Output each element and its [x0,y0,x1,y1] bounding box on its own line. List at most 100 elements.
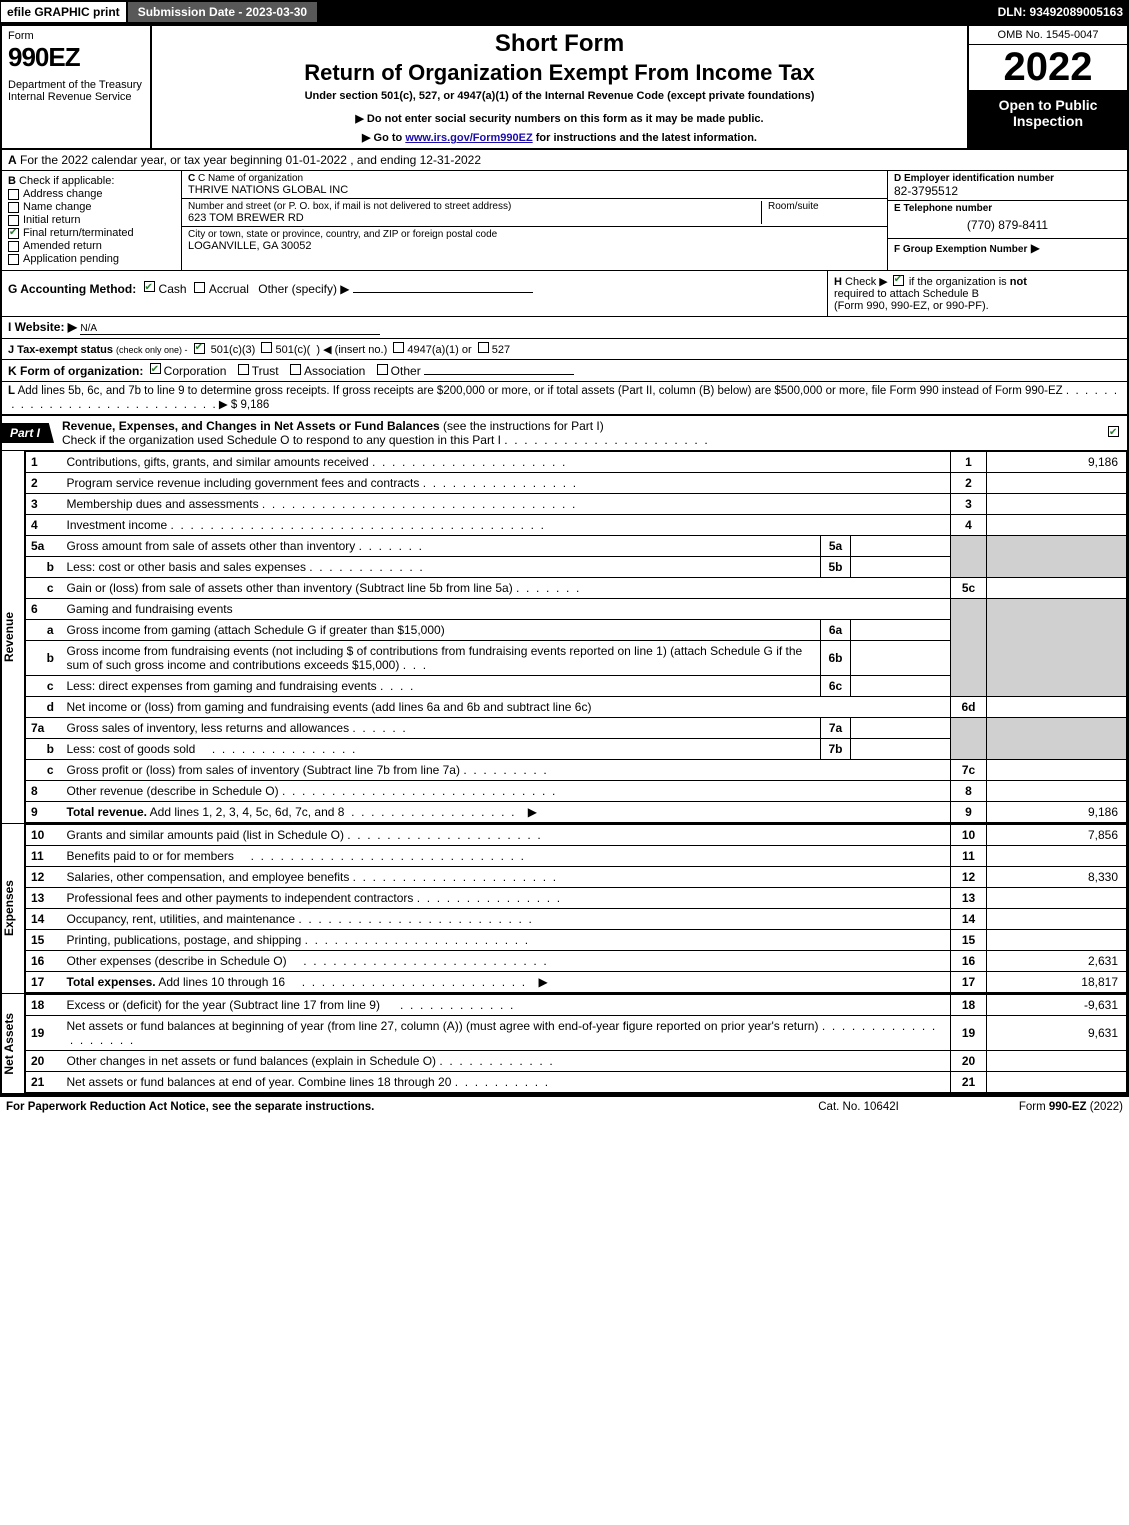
col-h: H Check ▶ if the organization is not req… [827,271,1127,316]
goto-post: for instructions and the latest informat… [533,132,757,144]
section-gh: G Accounting Method: Cash Accrual Other … [2,271,1127,317]
expenses-vert: Expenses [2,824,25,993]
c-addr-block: Number and street (or P. O. box, if mail… [182,199,887,227]
i-label: I Website: ▶ [8,320,77,334]
chk-4947[interactable] [393,342,404,353]
part-1-title: Revenue, Expenses, and Changes in Net As… [54,416,1108,450]
chk-address-change[interactable] [8,189,19,200]
line-6a-desc: Gross income from gaming (attach Schedul… [67,623,445,637]
chk-initial-return[interactable] [8,215,19,226]
line-5a-desc: Gross amount from sale of assets other t… [67,539,356,553]
line-9-val: 9,186 [987,802,1127,823]
line-11-val [987,846,1127,867]
e-tel-block: E Telephone number (770) 879-8411 [888,201,1127,239]
chk-assoc[interactable] [290,364,301,375]
line-19-desc: Net assets or fund balances at beginning… [67,1019,819,1033]
net-assets-section: Net Assets 18Excess or (deficit) for the… [2,994,1127,1093]
h-text2: if the organization is [909,276,1007,288]
open-to-public: Open to Public Inspection [969,91,1127,148]
revenue-label: Revenue [2,612,24,662]
part-1-header: Part I Revenue, Expenses, and Changes in… [2,416,1127,451]
expenses-label: Expenses [2,880,24,936]
k-assoc: Association [304,364,365,378]
line-10-desc: Grants and similar amounts paid (list in… [67,828,344,842]
form-header: Form 990EZ Department of the Treasury In… [2,26,1127,150]
chk-h[interactable] [893,275,904,286]
f-grp-block: F Group Exemption Number ▶ [888,239,1127,257]
dln-label: DLN: 93492089005163 [998,5,1129,19]
line-18-val: -9,631 [987,995,1127,1016]
org-city: LOGANVILLE, GA 30052 [188,240,881,252]
form-container: Form 990EZ Department of the Treasury In… [0,24,1129,1095]
footer-right: Form 990-EZ (2022) [1019,1101,1123,1113]
line-16-val: 2,631 [987,951,1127,972]
tax-year: 2022 [969,45,1127,91]
lbl-amended: Amended return [23,240,102,252]
line-15-val [987,930,1127,951]
line-7b-desc: Less: cost of goods sold [67,742,196,756]
goto-note: ▶ Go to www.irs.gov/Form990EZ for instru… [160,131,959,144]
chk-trust[interactable] [238,364,249,375]
k-other-line[interactable] [424,374,574,375]
l-label: L [8,385,15,397]
line-12-desc: Salaries, other compensation, and employ… [67,870,350,884]
revenue-section: Revenue 1Contributions, gifts, grants, a… [2,451,1127,824]
chk-other-org[interactable] [377,364,388,375]
line-17-val: 18,817 [987,972,1127,993]
j-opts: 501(c)(3) 501(c)( ) ◀ (insert no.) 4947(… [211,344,510,356]
chk-amended[interactable] [8,241,19,252]
line-4-desc: Investment income [67,518,168,532]
lbl-name-change: Name change [23,201,92,213]
footer-left: For Paperwork Reduction Act Notice, see … [6,1101,818,1113]
chk-501c[interactable] [261,342,272,353]
line-13-desc: Professional fees and other payments to … [67,891,414,905]
chk-527[interactable] [478,342,489,353]
chk-app-pending[interactable] [8,254,19,265]
header-left: Form 990EZ Department of the Treasury In… [2,26,152,148]
h-text4: (Form 990, 990-EZ, or 990-PF). [834,300,989,312]
chk-name-change[interactable] [8,202,19,213]
section-bcd: B Check if applicable: Address change Na… [2,171,1127,271]
form-word: Form [8,30,144,42]
revenue-vert: Revenue [2,451,25,823]
footer-mid: Cat. No. 10642I [818,1101,899,1113]
lbl-final-return: Final return/terminated [23,227,134,239]
g-other-line[interactable] [353,292,533,293]
header-center: Short Form Return of Organization Exempt… [152,26,967,148]
short-form-title: Short Form [160,30,959,58]
line-5c-val [987,578,1127,599]
f-label: F Group Exemption Number [894,244,1027,255]
org-name: THRIVE NATIONS GLOBAL INC [188,184,881,196]
line-2-val [987,473,1127,494]
net-label: Net Assets [2,1013,24,1075]
line-18-desc: Excess or (deficit) for the year (Subtra… [67,998,380,1012]
line-3-val [987,494,1127,515]
line-21-val [987,1072,1127,1093]
part-1-title-rest: (see the instructions for Part I) [440,419,604,433]
row-a: A For the 2022 calendar year, or tax yea… [2,150,1127,171]
line-1-desc: Contributions, gifts, grants, and simila… [67,455,369,469]
donot-note: ▶ Do not enter social security numbers o… [160,112,959,125]
efile-label: efile GRAPHIC print [0,1,127,23]
chk-501c3[interactable] [194,343,205,354]
room-suite-label: Room/suite [761,201,881,224]
dept-label: Department of the Treasury Internal Reve… [8,79,144,103]
line-3-desc: Membership dues and assessments [67,497,259,511]
lbl-initial-return: Initial return [23,214,80,226]
chk-final-return[interactable] [8,228,19,239]
tel-value: (770) 879-8411 [894,214,1121,236]
chk-corp[interactable] [150,363,161,374]
part-1-chk [1108,426,1127,441]
col-b: B Check if applicable: Address change Na… [2,171,182,270]
chk-schedule-o[interactable] [1108,426,1119,437]
g-cash: Cash [159,282,187,296]
chk-cash[interactable] [144,281,155,292]
c-name-block: C C Name of organization THRIVE NATIONS … [182,171,887,199]
goto-link[interactable]: www.irs.gov/Form990EZ [405,132,532,144]
chk-accrual[interactable] [194,282,205,293]
k-other: Other [391,364,421,378]
row-l: L Add lines 5b, 6c, and 7b to line 9 to … [2,382,1127,416]
net-vert: Net Assets [2,994,25,1093]
lbl-address-change: Address change [23,188,103,200]
line-1-val: 9,186 [987,452,1127,473]
